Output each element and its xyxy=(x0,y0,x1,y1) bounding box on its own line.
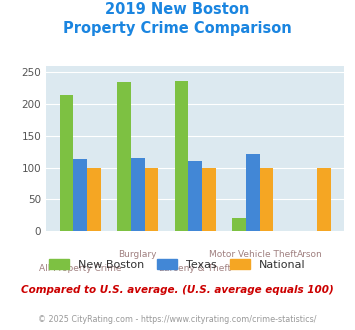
Bar xyxy=(232,218,246,231)
Bar xyxy=(117,82,131,231)
Bar xyxy=(189,161,202,231)
Text: Larceny & Theft: Larceny & Theft xyxy=(159,264,231,273)
Bar xyxy=(260,168,273,231)
Text: All Property Crime: All Property Crime xyxy=(39,264,122,273)
Bar xyxy=(175,81,189,231)
Text: Motor Vehicle Theft: Motor Vehicle Theft xyxy=(209,250,297,259)
Bar xyxy=(87,168,101,231)
Text: Burglary: Burglary xyxy=(119,250,157,259)
Text: Property Crime Comparison: Property Crime Comparison xyxy=(63,21,292,36)
Text: 2019 New Boston: 2019 New Boston xyxy=(105,2,250,16)
Bar xyxy=(246,153,260,231)
Bar xyxy=(60,95,73,231)
Bar xyxy=(202,168,216,231)
Bar xyxy=(131,158,145,231)
Text: Arson: Arson xyxy=(297,250,323,259)
Bar xyxy=(317,168,331,231)
Bar xyxy=(73,159,87,231)
Bar xyxy=(145,168,158,231)
Legend: New Boston, Texas, National: New Boston, Texas, National xyxy=(45,255,310,274)
Text: Compared to U.S. average. (U.S. average equals 100): Compared to U.S. average. (U.S. average … xyxy=(21,285,334,295)
Text: © 2025 CityRating.com - https://www.cityrating.com/crime-statistics/: © 2025 CityRating.com - https://www.city… xyxy=(38,315,317,324)
